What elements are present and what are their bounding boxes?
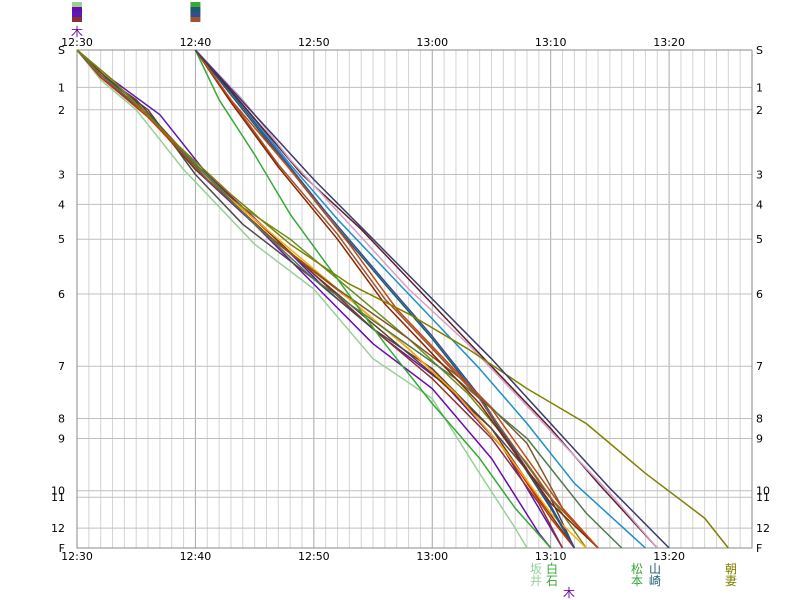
y-tick-label-left: 3 xyxy=(58,169,65,182)
runner-name-bottom: 石 xyxy=(546,574,558,588)
runner-name-bottom: 坂 xyxy=(530,562,542,576)
y-tick-label-right: 6 xyxy=(756,288,763,301)
y-tick-label-right: 5 xyxy=(756,233,763,246)
runner-name-bottom: 朝 xyxy=(725,562,737,576)
series-line-1 xyxy=(76,49,528,549)
y-tick-label-left: 2 xyxy=(58,104,65,117)
runner-name-bottom: 木 xyxy=(563,586,575,600)
y-tick-label-left: 10 xyxy=(51,485,65,498)
tick-labels: 12:30 12:30 12:40 12:40 12:50 12:50 13:00 13:00… xyxy=(51,36,770,563)
runner-name-bottom: 崎 xyxy=(649,574,661,588)
x-tick-label-top: 12:50 xyxy=(298,36,330,49)
runner-name-bottom: 井 xyxy=(530,574,542,588)
y-tick-label-left: 11 xyxy=(51,491,65,504)
x-tick-label-top: 12:30 xyxy=(61,36,93,49)
y-tick-label-left: 1 xyxy=(58,81,65,94)
y-tick-label-left: 8 xyxy=(58,413,65,426)
y-tick-label-right: 2 xyxy=(756,104,763,117)
y-tick-label-left: F xyxy=(59,542,65,555)
y-tick-label-left: S xyxy=(58,44,65,57)
y-tick-label-left: 6 xyxy=(58,288,65,301)
y-tick-label-right: S xyxy=(756,44,763,57)
y-tick-label-right: 4 xyxy=(756,198,763,211)
start-marker xyxy=(72,12,82,17)
series-line-17 xyxy=(194,49,599,549)
runner-name-bottom: 本 xyxy=(631,574,643,588)
series-line-7 xyxy=(76,49,587,549)
start-marker xyxy=(72,2,82,7)
y-tick-label-right: 8 xyxy=(756,413,763,426)
y-tick-label-right: 9 xyxy=(756,432,763,445)
start-marker xyxy=(190,2,201,7)
series-line-13 xyxy=(194,49,576,549)
runner-name-top: 木 xyxy=(71,25,83,39)
start-marker xyxy=(190,12,201,17)
plot-frame xyxy=(76,49,753,549)
y-tick-label-right: F xyxy=(756,542,762,555)
x-tick-label-bottom: 12:50 xyxy=(298,550,330,563)
x-tick-label-bottom: 13:00 xyxy=(416,550,448,563)
start-marker xyxy=(72,7,82,12)
x-tick-label-top: 12:40 xyxy=(180,36,212,49)
runner-name-bottom: 松 xyxy=(631,562,643,576)
y-tick-label-left: 12 xyxy=(51,522,65,535)
y-tick-label-right: 1 xyxy=(756,81,763,94)
y-tick-label-right: 11 xyxy=(756,491,770,504)
runner-name-bottom: 山 xyxy=(649,562,661,576)
series-line-18 xyxy=(194,49,646,549)
start-marker xyxy=(72,17,82,22)
series-line-16 xyxy=(194,49,599,549)
x-tick-label-bottom: 12:30 xyxy=(61,550,93,563)
runner-name-bottom: 妻 xyxy=(725,574,737,588)
series-line-12 xyxy=(194,49,552,549)
y-tick-label-right: 7 xyxy=(756,360,763,373)
runner-name-bottom: 白 xyxy=(546,561,558,576)
y-tick-label-right: 10 xyxy=(756,485,770,498)
start-marker xyxy=(190,7,201,12)
y-tick-label-left: 9 xyxy=(58,432,65,445)
y-tick-label-right: 12 xyxy=(756,522,770,535)
x-tick-label-top: 13:00 xyxy=(416,36,448,49)
series-line-11 xyxy=(76,49,623,549)
x-tick-label-bottom: 12:40 xyxy=(180,550,212,563)
series-line-9 xyxy=(76,49,587,549)
series-line-20 xyxy=(194,49,658,549)
y-tick-label-left: 7 xyxy=(58,360,65,373)
y-tick-label-right: 3 xyxy=(756,169,763,182)
series-line-21 xyxy=(76,49,729,549)
y-tick-label-left: 4 xyxy=(58,198,65,211)
x-tick-label-top: 13:20 xyxy=(653,36,685,49)
x-tick-label-top: 13:10 xyxy=(535,36,567,49)
series-line-15 xyxy=(194,49,599,549)
y-tick-label-left: 5 xyxy=(58,233,65,246)
series-lines xyxy=(76,49,729,549)
series-line-22 xyxy=(194,49,670,549)
grid xyxy=(76,49,753,549)
start-marker xyxy=(190,17,201,22)
x-tick-label-bottom: 13:10 xyxy=(535,550,567,563)
x-tick-label-bottom: 13:20 xyxy=(653,550,685,563)
